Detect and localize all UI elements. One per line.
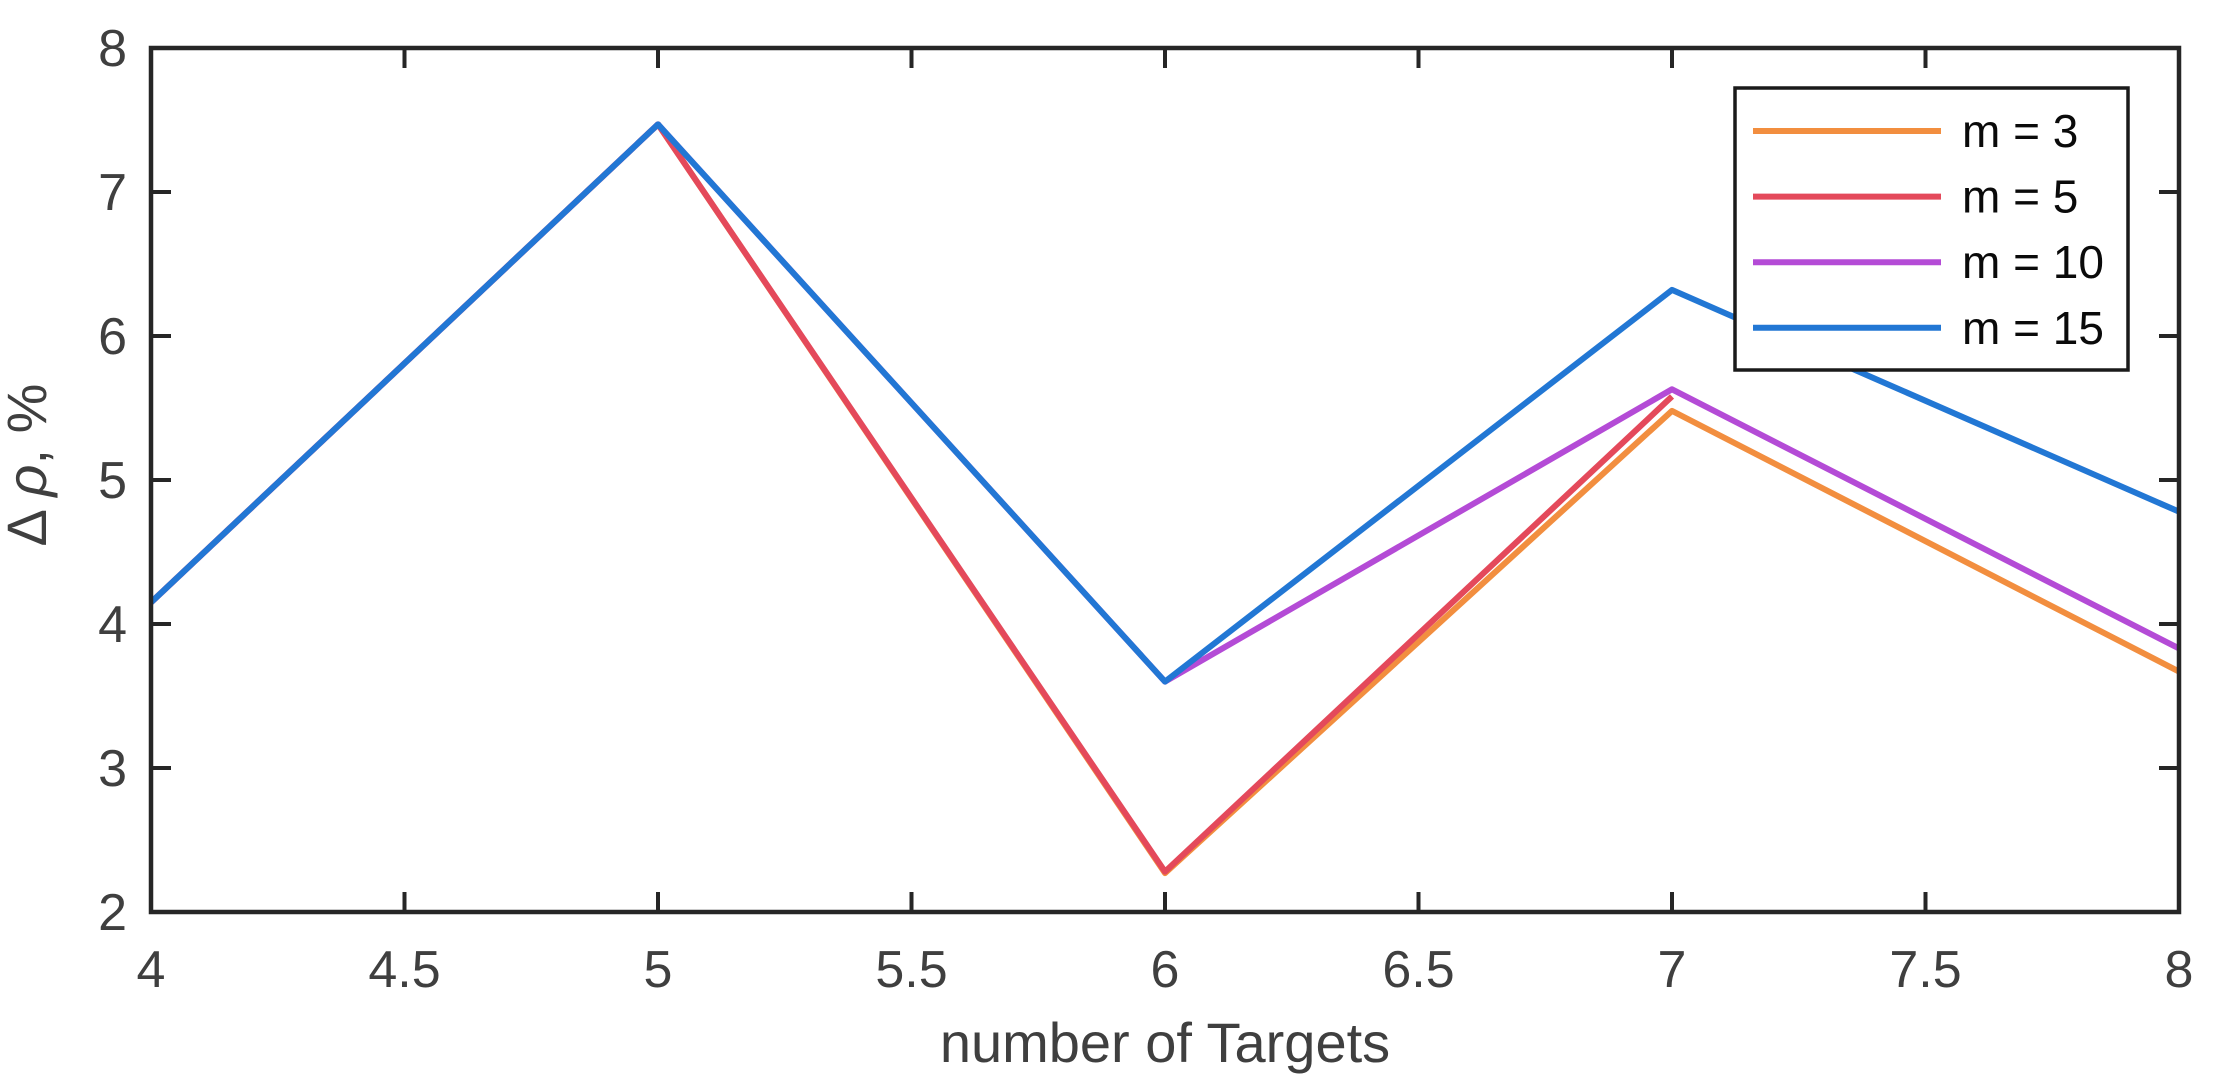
legend-item-label-3: m = 10 [1962,236,2104,288]
x-tick-label: 4 [137,941,166,999]
y-tick-label: 4 [98,596,127,654]
legend-item-label-4: m = 15 [1962,302,2104,354]
y-tick-labels: 2 3 4 5 6 7 8 [98,20,127,942]
legend-box [1733,86,2130,372]
ticks-layer [149,46,2181,914]
x-tick-label: 7.5 [1889,941,1961,999]
y-axis-label: Δ ρ, % [0,384,58,547]
y-tick-label: 7 [98,164,127,222]
y-tick-label: 6 [98,308,127,366]
x-tick-label: 5.5 [875,941,947,999]
legend-item-label-2: m = 5 [1962,171,2078,223]
x-tick-label: 4.5 [368,941,440,999]
legend-item-label-1: m = 3 [1962,105,2078,157]
x-tick-label: 7 [1658,941,1687,999]
x-tick-label: 6.5 [1382,941,1454,999]
x-tick-label: 5 [644,941,673,999]
y-tick-label: 8 [98,20,127,78]
legend: m = 3 m = 5 m = 10 m = 15 [1733,86,2130,372]
y-tick-label: 5 [98,452,127,510]
y-tick-label: 2 [98,884,127,942]
series-line-m=5 [148,121,1675,875]
x-tick-labels: 4 4.5 5 5.5 6 6.5 7 7.5 8 [137,941,2194,999]
x-axis-label: number of Targets [940,1011,1390,1074]
y-tick-label: 3 [98,740,127,798]
x-tick-label: 6 [1151,941,1180,999]
x-tick-label: 8 [2165,941,2194,999]
